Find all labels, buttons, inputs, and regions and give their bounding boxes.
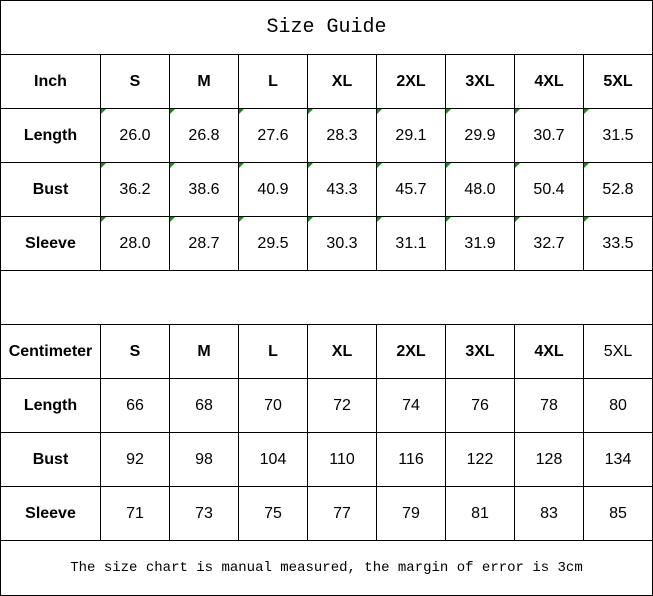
table-row: Sleeve 28.0 28.7 29.5 30.3 31.1 31.9 32.7 33.5 [0, 216, 653, 271]
measurement-value: 32.7 [514, 216, 584, 271]
measurement-value: 33.5 [583, 216, 653, 271]
measurement-label: Bust [0, 432, 101, 487]
measurement-label: Length [0, 108, 101, 163]
measurement-value: 92 [100, 432, 170, 487]
cm-unit-label: Centimeter [0, 324, 101, 379]
inch-header-row: Inch S M L XL 2XL 3XL 4XL 5XL [0, 54, 653, 109]
measurement-value: 70 [238, 378, 308, 433]
measurement-note: The size chart is manual measured, the m… [0, 540, 653, 596]
table-row: Bust 92 98 104 110 116 122 128 134 [0, 432, 653, 487]
measurement-value: 81 [445, 486, 515, 541]
size-header: S [100, 324, 170, 379]
size-header: 5XL [583, 54, 653, 109]
measurement-value: 128 [514, 432, 584, 487]
measurement-label: Length [0, 378, 101, 433]
measurement-value: 68 [169, 378, 239, 433]
size-header: 2XL [376, 54, 446, 109]
size-header: XL [307, 324, 377, 379]
table-row: Sleeve 71 73 75 77 79 81 83 85 [0, 486, 653, 541]
size-header: L [238, 54, 308, 109]
measurement-value: 75 [238, 486, 308, 541]
measurement-value: 28.3 [307, 108, 377, 163]
size-header: XL [307, 54, 377, 109]
size-header: 4XL [514, 54, 584, 109]
measurement-value: 43.3 [307, 162, 377, 217]
measurement-value: 28.0 [100, 216, 170, 271]
size-header: S [100, 54, 170, 109]
measurement-value: 85 [583, 486, 653, 541]
measurement-value: 52.8 [583, 162, 653, 217]
measurement-value: 66 [100, 378, 170, 433]
measurement-value: 74 [376, 378, 446, 433]
measurement-value: 31.5 [583, 108, 653, 163]
measurement-value: 110 [307, 432, 377, 487]
cm-header-row: Centimeter S M L XL 2XL 3XL 4XL 5XL [0, 324, 653, 379]
measurement-value: 78 [514, 378, 584, 433]
size-header: 4XL [514, 324, 584, 379]
measurement-value: 38.6 [169, 162, 239, 217]
measurement-value: 29.1 [376, 108, 446, 163]
measurement-value: 29.5 [238, 216, 308, 271]
measurement-value: 40.9 [238, 162, 308, 217]
measurement-value: 31.9 [445, 216, 515, 271]
size-header: 5XL [583, 324, 653, 379]
measurement-value: 134 [583, 432, 653, 487]
size-header: 2XL [376, 324, 446, 379]
measurement-value: 26.0 [100, 108, 170, 163]
measurement-label: Sleeve [0, 216, 101, 271]
measurement-value: 30.3 [307, 216, 377, 271]
measurement-label: Bust [0, 162, 101, 217]
measurement-value: 30.7 [514, 108, 584, 163]
measurement-value: 76 [445, 378, 515, 433]
measurement-value: 83 [514, 486, 584, 541]
measurement-value: 36.2 [100, 162, 170, 217]
measurement-value: 27.6 [238, 108, 308, 163]
size-header: M [169, 54, 239, 109]
inch-unit-label: Inch [0, 54, 101, 109]
measurement-value: 50.4 [514, 162, 584, 217]
size-header: L [238, 324, 308, 379]
size-header: 3XL [445, 54, 515, 109]
measurement-value: 31.1 [376, 216, 446, 271]
measurement-label: Sleeve [0, 486, 101, 541]
spacer-row [0, 270, 653, 325]
measurement-value: 71 [100, 486, 170, 541]
measurement-value: 104 [238, 432, 308, 487]
spacer-cell [0, 270, 653, 325]
size-header: 3XL [445, 324, 515, 379]
measurement-value: 26.8 [169, 108, 239, 163]
measurement-value: 80 [583, 378, 653, 433]
measurement-value: 122 [445, 432, 515, 487]
measurement-value: 48.0 [445, 162, 515, 217]
measurement-value: 73 [169, 486, 239, 541]
measurement-value: 79 [376, 486, 446, 541]
measurement-value: 28.7 [169, 216, 239, 271]
measurement-value: 77 [307, 486, 377, 541]
measurement-value: 116 [376, 432, 446, 487]
size-header: M [169, 324, 239, 379]
measurement-value: 45.7 [376, 162, 446, 217]
table-row: Bust 36.2 38.6 40.9 43.3 45.7 48.0 50.4 52.8 [0, 162, 653, 217]
measurement-value: 72 [307, 378, 377, 433]
table-row: Length 66 68 70 72 74 76 78 80 [0, 378, 653, 433]
measurement-value: 29.9 [445, 108, 515, 163]
page-title: Size Guide [0, 0, 653, 55]
note-row: The size chart is manual measured, the m… [0, 540, 653, 596]
title-row: Size Guide [0, 0, 653, 55]
measurement-value: 98 [169, 432, 239, 487]
table-row: Length 26.0 26.8 27.6 28.3 29.1 29.9 30.7 31.5 [0, 108, 653, 163]
